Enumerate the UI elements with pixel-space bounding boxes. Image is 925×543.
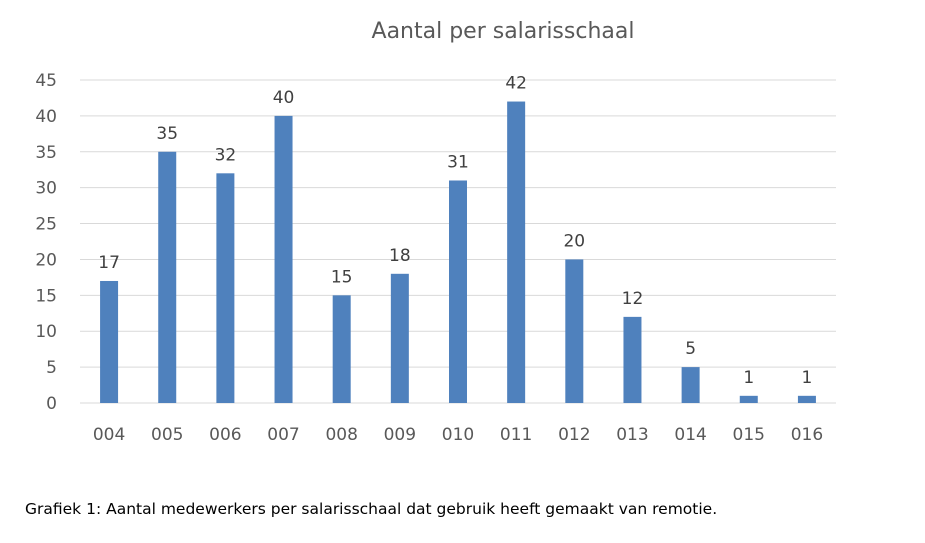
- bar: [623, 316, 642, 403]
- y-tick-label: 30: [35, 179, 57, 199]
- bar: [739, 395, 758, 403]
- bar-chart: Aantal per salarisschaal 051015202530354…: [35, 19, 836, 445]
- data-label: 32: [215, 145, 237, 165]
- bar: [797, 395, 816, 403]
- x-tick-label: 007: [267, 425, 299, 445]
- y-tick-label: 20: [35, 250, 57, 270]
- chart-title: Aantal per salarisschaal: [372, 19, 635, 44]
- data-label: 1: [802, 368, 813, 388]
- x-tick-label: 016: [791, 425, 823, 445]
- bar: [332, 295, 351, 403]
- x-tick-label: 004: [93, 425, 125, 445]
- y-tick-label: 35: [35, 143, 57, 163]
- y-tick-label: 10: [35, 322, 57, 342]
- bar: [390, 273, 409, 403]
- bar: [565, 259, 584, 403]
- x-tick-label: 006: [209, 425, 241, 445]
- data-label: 15: [331, 267, 353, 287]
- x-tick-label: 013: [616, 425, 648, 445]
- data-labels: 17 35 32 40 15 18 31 42 20 12 5 1 1: [98, 74, 812, 388]
- bar: [100, 280, 119, 403]
- y-tick-label: 25: [35, 215, 57, 235]
- bars: [100, 101, 816, 404]
- x-tick-label: 010: [442, 425, 474, 445]
- data-label: 31: [447, 152, 469, 172]
- y-axis-tick-labels: 0 5 10 15 20 25 30 35 40 45: [35, 71, 57, 414]
- bar: [216, 173, 235, 403]
- y-tick-label: 0: [46, 394, 57, 414]
- x-tick-label: 011: [500, 425, 532, 445]
- x-tick-label: 005: [151, 425, 183, 445]
- bar: [681, 367, 700, 403]
- bar: [274, 115, 293, 403]
- data-label: 40: [273, 88, 295, 108]
- bar: [158, 151, 177, 403]
- x-axis-tick-labels: 004 005 006 007 008 009 010 011 012 013 014 015 016: [93, 425, 823, 445]
- data-label: 17: [98, 253, 120, 273]
- figure-caption: Grafiek 1: Aantal medewerkers per salari…: [25, 500, 718, 518]
- data-label: 35: [156, 124, 178, 144]
- y-tick-label: 45: [35, 71, 57, 91]
- bar: [507, 101, 526, 404]
- y-tick-label: 15: [35, 286, 57, 306]
- data-label: 42: [505, 74, 527, 94]
- data-label: 12: [622, 289, 644, 309]
- bar: [449, 180, 467, 403]
- y-tick-label: 5: [46, 358, 57, 378]
- x-tick-label: 014: [674, 425, 706, 445]
- data-label: 5: [685, 339, 696, 359]
- y-tick-label: 40: [35, 107, 57, 127]
- x-tick-label: 009: [384, 425, 416, 445]
- data-label: 1: [743, 368, 754, 388]
- data-label: 20: [563, 231, 585, 251]
- x-tick-label: 015: [733, 425, 765, 445]
- x-tick-label: 012: [558, 425, 590, 445]
- x-tick-label: 008: [325, 425, 357, 445]
- data-label: 18: [389, 246, 411, 266]
